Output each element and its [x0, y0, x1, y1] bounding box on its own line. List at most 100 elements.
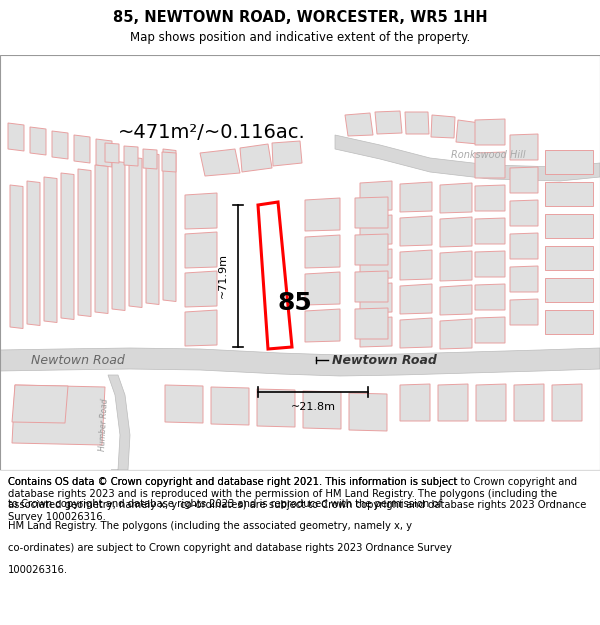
Polygon shape [61, 173, 74, 319]
Polygon shape [400, 182, 432, 212]
Polygon shape [475, 284, 505, 310]
Polygon shape [545, 278, 593, 302]
Polygon shape [52, 131, 68, 159]
Polygon shape [360, 215, 392, 245]
Polygon shape [552, 384, 582, 421]
Polygon shape [510, 134, 538, 160]
Polygon shape [257, 389, 295, 427]
Text: 85: 85 [278, 291, 313, 315]
Polygon shape [96, 139, 112, 167]
Polygon shape [30, 127, 46, 155]
Polygon shape [545, 182, 593, 206]
Polygon shape [360, 249, 392, 279]
Polygon shape [440, 251, 472, 281]
Polygon shape [146, 153, 159, 304]
Polygon shape [510, 167, 538, 193]
Polygon shape [95, 165, 108, 314]
Polygon shape [405, 112, 429, 134]
Polygon shape [305, 235, 340, 268]
Polygon shape [185, 193, 217, 229]
Polygon shape [349, 393, 387, 431]
Polygon shape [185, 232, 217, 268]
Polygon shape [545, 150, 593, 174]
Polygon shape [440, 285, 472, 315]
Text: Newtown Road: Newtown Road [332, 354, 437, 366]
Polygon shape [545, 214, 593, 238]
Polygon shape [112, 161, 125, 311]
Polygon shape [200, 149, 240, 176]
Polygon shape [475, 119, 505, 145]
Polygon shape [12, 385, 68, 423]
Polygon shape [400, 284, 432, 314]
Polygon shape [108, 375, 130, 470]
Text: Newtown Road: Newtown Road [31, 354, 125, 366]
Text: co-ordinates) are subject to Crown copyright and database rights 2023 Ordnance S: co-ordinates) are subject to Crown copyr… [8, 543, 452, 553]
Polygon shape [431, 115, 455, 138]
Polygon shape [440, 217, 472, 247]
Polygon shape [78, 169, 91, 316]
Polygon shape [400, 216, 432, 246]
Polygon shape [345, 113, 373, 136]
Text: Contains OS data © Crown copyright and database right 2021. This information is : Contains OS data © Crown copyright and d… [8, 477, 457, 487]
Polygon shape [475, 218, 505, 244]
Polygon shape [185, 271, 217, 307]
Text: Contains OS data © Crown copyright and database right 2021. This information is : Contains OS data © Crown copyright and d… [8, 477, 586, 522]
Polygon shape [8, 123, 24, 151]
Text: to Crown copyright and database rights 2023 and is reproduced with the permissio: to Crown copyright and database rights 2… [8, 499, 442, 509]
Polygon shape [510, 200, 538, 226]
Text: Map shows position and indicative extent of the property.: Map shows position and indicative extent… [130, 31, 470, 44]
Polygon shape [27, 181, 40, 326]
Polygon shape [305, 309, 340, 342]
Text: ~21.8m: ~21.8m [290, 402, 335, 412]
Polygon shape [355, 197, 388, 228]
Polygon shape [440, 319, 472, 349]
Polygon shape [360, 283, 392, 313]
Polygon shape [355, 234, 388, 265]
Polygon shape [440, 183, 472, 213]
Polygon shape [10, 185, 23, 329]
Polygon shape [12, 385, 105, 445]
Polygon shape [510, 299, 538, 325]
Text: ~471m²/~0.116ac.: ~471m²/~0.116ac. [118, 123, 306, 142]
Polygon shape [335, 135, 600, 181]
Polygon shape [476, 384, 506, 421]
Polygon shape [163, 149, 176, 301]
Polygon shape [545, 310, 593, 334]
Polygon shape [510, 266, 538, 292]
Polygon shape [438, 384, 468, 421]
Polygon shape [240, 144, 272, 172]
Polygon shape [185, 310, 217, 346]
Polygon shape [162, 152, 176, 172]
Polygon shape [258, 202, 292, 349]
Polygon shape [545, 246, 593, 270]
Polygon shape [475, 317, 505, 343]
Polygon shape [74, 135, 90, 163]
Polygon shape [143, 149, 157, 169]
Text: Ronkswood Hill: Ronkswood Hill [451, 150, 526, 160]
Polygon shape [475, 185, 505, 211]
Polygon shape [0, 348, 600, 376]
Polygon shape [305, 272, 340, 305]
Polygon shape [124, 146, 138, 166]
Polygon shape [355, 308, 388, 339]
Polygon shape [303, 391, 341, 429]
Polygon shape [129, 157, 142, 308]
Polygon shape [105, 143, 119, 163]
Polygon shape [510, 233, 538, 259]
Polygon shape [355, 271, 388, 302]
Polygon shape [400, 250, 432, 280]
Polygon shape [272, 141, 302, 166]
Polygon shape [475, 251, 505, 277]
Text: Humber Road: Humber Road [98, 399, 110, 451]
Text: ~71.9m: ~71.9m [218, 254, 228, 299]
Polygon shape [165, 385, 203, 423]
Polygon shape [375, 111, 402, 134]
Text: HM Land Registry. The polygons (including the associated geometry, namely x, y: HM Land Registry. The polygons (includin… [8, 521, 412, 531]
Polygon shape [400, 384, 430, 421]
Polygon shape [360, 181, 392, 211]
Polygon shape [360, 317, 392, 347]
Polygon shape [456, 120, 480, 144]
Polygon shape [475, 152, 505, 178]
Polygon shape [211, 387, 249, 425]
Text: 85, NEWTOWN ROAD, WORCESTER, WR5 1HH: 85, NEWTOWN ROAD, WORCESTER, WR5 1HH [113, 9, 487, 24]
